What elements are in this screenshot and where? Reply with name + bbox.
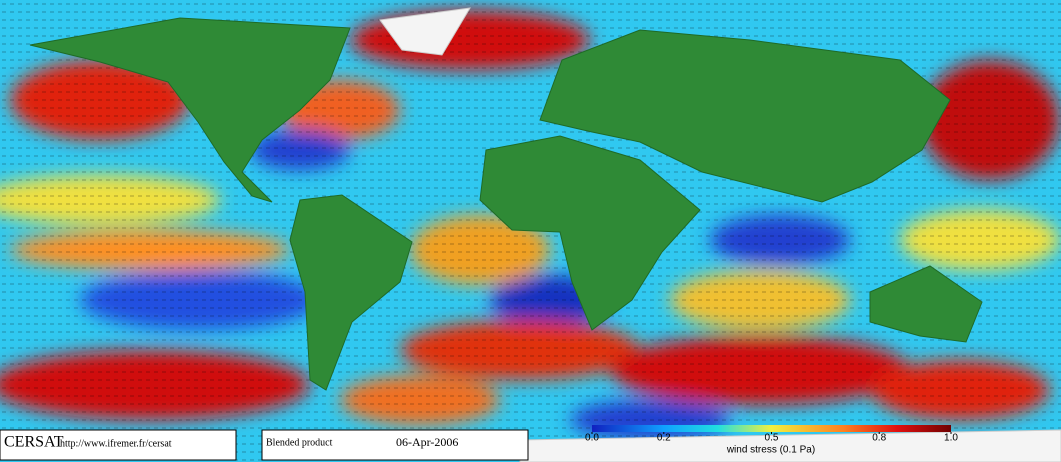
product-box xyxy=(261,429,529,461)
brand: CERSAT xyxy=(4,434,64,451)
colorbar-tick-label: 1.0 xyxy=(944,433,958,444)
date: 06-Apr-2006 xyxy=(396,435,458,449)
colorbar-tick-label: 0.0 xyxy=(585,433,599,444)
colorbar-tick-label: 0.2 xyxy=(657,433,671,444)
colorbar-label: wind stress (0.1 Pa) xyxy=(726,445,815,456)
colorbar xyxy=(592,425,951,432)
footer: CERSAT http://www.ifremer.fr/cersat Blen… xyxy=(0,425,951,461)
url: http://www.ifremer.fr/cersat xyxy=(60,438,172,449)
product: Blended product xyxy=(266,437,333,448)
colorbar-tick-label: 0.8 xyxy=(872,433,886,444)
brand-box xyxy=(0,429,237,461)
land xyxy=(29,7,1061,462)
colorbar-tick-label: 0.5 xyxy=(765,433,779,444)
